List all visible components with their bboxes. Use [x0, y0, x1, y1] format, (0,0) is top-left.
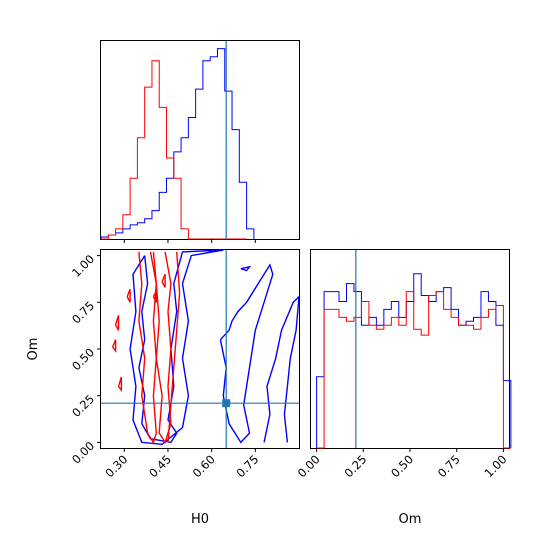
hist-h0-red: [101, 60, 247, 240]
panel-hist-om: 0.00 0.25 0.50 0.75 1.00 Om: [295, 249, 512, 527]
contour-red-0: [138, 251, 158, 445]
contour-xtick-label-0: 0.30: [102, 452, 130, 480]
hist-om-xtick-label-2: 0.50: [388, 452, 416, 480]
panel-hist-h0: [100, 40, 300, 243]
x-axis-label-om: Om: [399, 512, 422, 527]
y-axis-label-om: Om: [26, 338, 41, 361]
contour-blue-0: [129, 249, 224, 446]
contour-red-5: [117, 376, 123, 393]
contour-blue-3: [240, 265, 252, 272]
hist-om-xtick-label-4: 1.00: [482, 452, 510, 480]
contour-xtick-label-3: 0.75: [233, 452, 261, 480]
hist-om-xtick-label-0: 0.00: [295, 452, 323, 480]
contour-xtick-label-2: 0.60: [190, 452, 218, 480]
contour-ytick-label-1: 0.25: [69, 392, 97, 420]
hist-om-blue: [316, 273, 512, 448]
truth-marker: [222, 399, 231, 408]
contour-red-3: [114, 315, 120, 331]
x-axis-label-h0: H0: [191, 512, 209, 527]
panel-contour: 0.30 0.45 0.60 0.750.000.250.500.751.00 H0 …: [26, 249, 300, 527]
contour-blue-2: [263, 294, 300, 443]
contour-ytick-label-2: 0.50: [69, 345, 97, 373]
hist-om-xtick-label-1: 0.25: [341, 452, 369, 480]
contour-blue-1: [219, 263, 274, 444]
contour-red-1: [152, 251, 172, 445]
contour-ytick-label-3: 0.75: [69, 299, 97, 327]
contour-red-8: [161, 274, 166, 288]
hist-h0-blue: [100, 48, 255, 239]
panel-hist-om-frame: [310, 249, 510, 449]
contour-xtick-label-1: 0.45: [146, 452, 174, 480]
contour-ytick-label-0: 0.00: [69, 439, 97, 467]
contour-red-6: [126, 288, 131, 303]
contour-red-4: [111, 339, 117, 353]
contour-red-7: [152, 290, 157, 303]
hist-om-xtick-label-3: 0.75: [435, 452, 463, 480]
hist-om-red: [316, 291, 511, 449]
contour-ytick-label-4: 1.00: [69, 252, 97, 280]
contour-red-2: [167, 251, 181, 443]
